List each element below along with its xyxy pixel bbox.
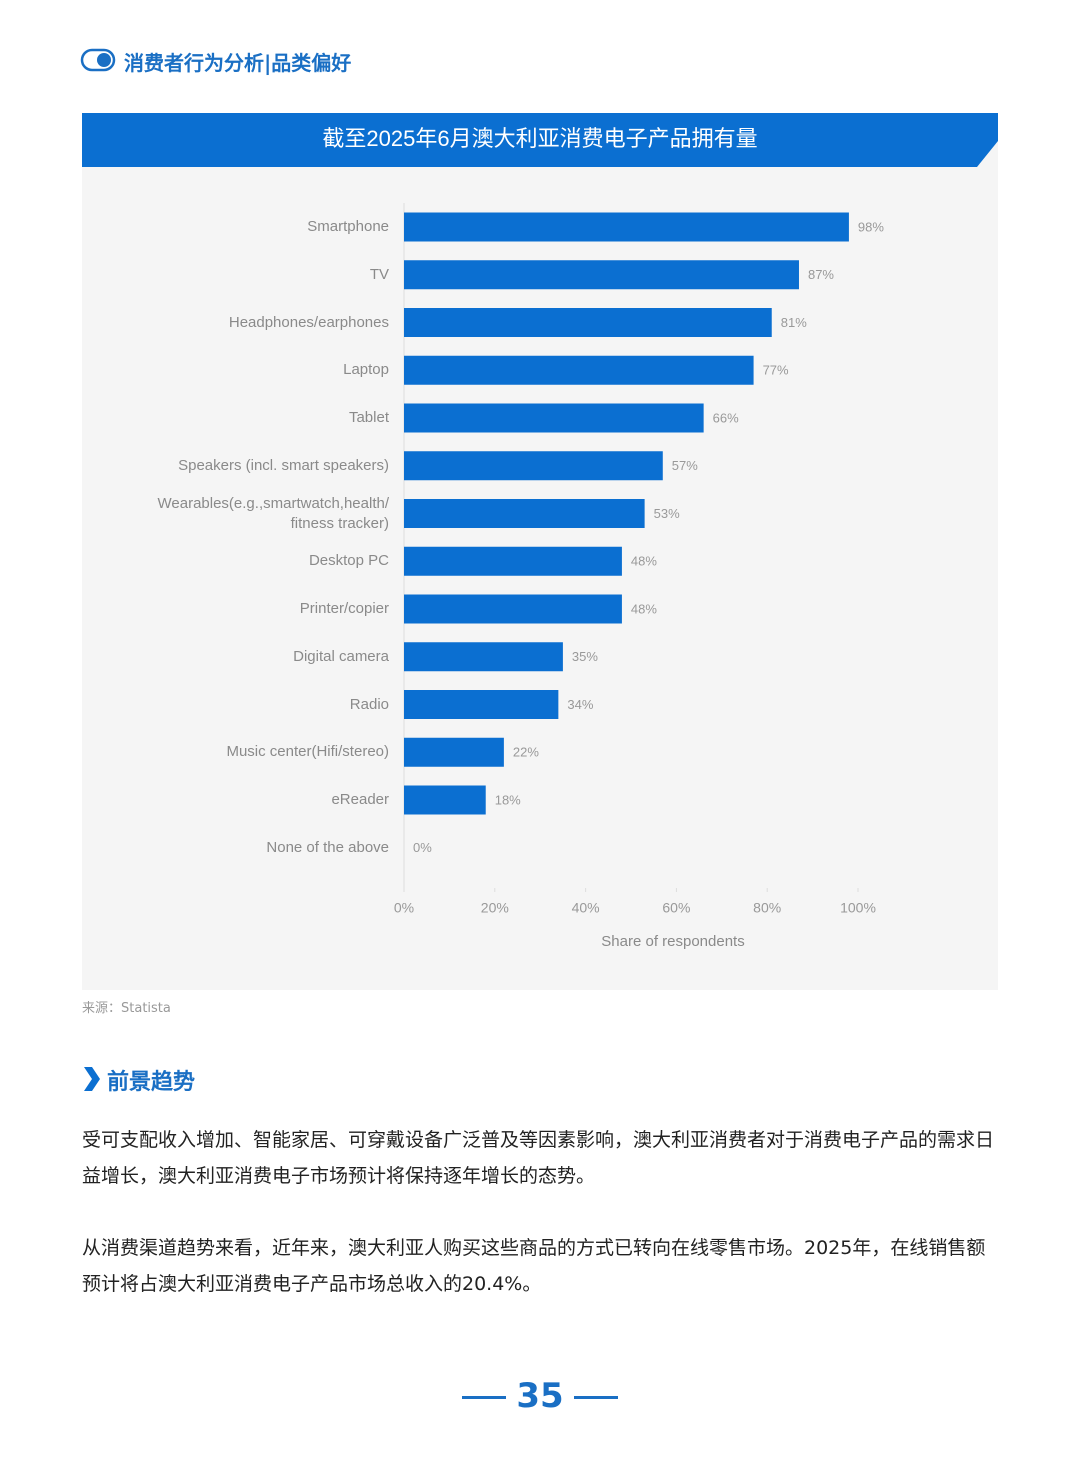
value-label: 48%: [631, 601, 657, 616]
category-label: Headphones/earphones: [228, 313, 389, 331]
category-label: Wearables(e.g.,smartwatch,health/ fitnes…: [157, 494, 390, 532]
section-body: 受可支配收入增加、智能家居、可穿戴设备广泛普及等因素影响，澳大利亚消费者对于消费…: [82, 1122, 998, 1302]
bar: [404, 403, 704, 433]
value-label: 34%: [567, 697, 593, 712]
x-tick-label: 80%: [753, 900, 781, 916]
value-label: 66%: [713, 410, 739, 425]
category-label: Smartphone: [307, 218, 389, 235]
bar: [404, 594, 622, 624]
rule: [574, 1396, 618, 1399]
category-label: Radio: [349, 695, 389, 713]
bar: [404, 260, 799, 290]
category-label: Speakers (incl. smart speakers): [178, 456, 389, 474]
category-label: Printer/copier: [299, 600, 389, 617]
toggle-icon: [80, 48, 116, 72]
chart-title: 截至2025年6月澳大利亚消费电子产品拥有量: [322, 126, 757, 151]
bar: [404, 308, 772, 337]
value-label: 87%: [808, 267, 834, 282]
page-number: 35: [516, 1376, 564, 1416]
category-label: Music center(Hifi/stereo): [226, 743, 389, 761]
value-label: 22%: [513, 745, 539, 760]
x-tick-label: 0%: [394, 900, 414, 916]
bar: [404, 499, 645, 528]
value-label: 98%: [858, 219, 884, 234]
value-label: 77%: [763, 363, 789, 378]
value-label: 0%: [413, 840, 432, 855]
value-label: 81%: [781, 315, 807, 330]
chevron-icon: [84, 1067, 100, 1091]
rule: [462, 1396, 506, 1399]
category-label: None of the above: [266, 838, 389, 856]
value-label: 57%: [672, 458, 698, 473]
x-tick-label: 60%: [662, 900, 690, 916]
source: 来源：Statista: [82, 1001, 171, 1016]
category-label: Desktop PC: [308, 552, 389, 570]
chart: 截至2025年6月澳大利亚消费电子产品拥有量 Share of responde…: [82, 113, 998, 990]
header-title: 消费者行为分析|品类偏好: [124, 51, 352, 75]
x-tick-label: 100%: [840, 900, 876, 916]
category-label: eReader: [331, 791, 389, 808]
bar: [404, 451, 663, 481]
section-title: 前景趋势: [107, 1070, 196, 1095]
paragraph: 受可支配收入增加、智能家居、可穿戴设备广泛普及等因素影响，澳大利亚消费者对于消费…: [82, 1129, 995, 1187]
x-tick-label: 20%: [481, 900, 509, 916]
bar: [404, 546, 622, 576]
bar: [404, 355, 754, 385]
value-label: 35%: [572, 649, 598, 664]
category-label: Tablet: [348, 409, 389, 426]
category-label: Digital camera: [293, 647, 389, 665]
bar: [404, 642, 563, 672]
title-bar: [82, 113, 998, 167]
value-label: 18%: [495, 792, 521, 807]
x-axis-title: Share of respondents: [601, 933, 744, 950]
value-label: 53%: [654, 506, 680, 521]
value-label: 48%: [631, 554, 657, 569]
category-label: Laptop: [343, 361, 389, 379]
category-label: TV: [369, 265, 389, 283]
x-tick-label: 40%: [572, 900, 600, 916]
paragraph: 从消费渠道趋势来看，近年来，澳大利亚人购买这些商品的方式已转向在线零售市场。20…: [82, 1237, 986, 1295]
bar: [404, 690, 559, 719]
bar: [404, 785, 486, 815]
bar: [404, 737, 504, 767]
bar: [404, 212, 849, 242]
